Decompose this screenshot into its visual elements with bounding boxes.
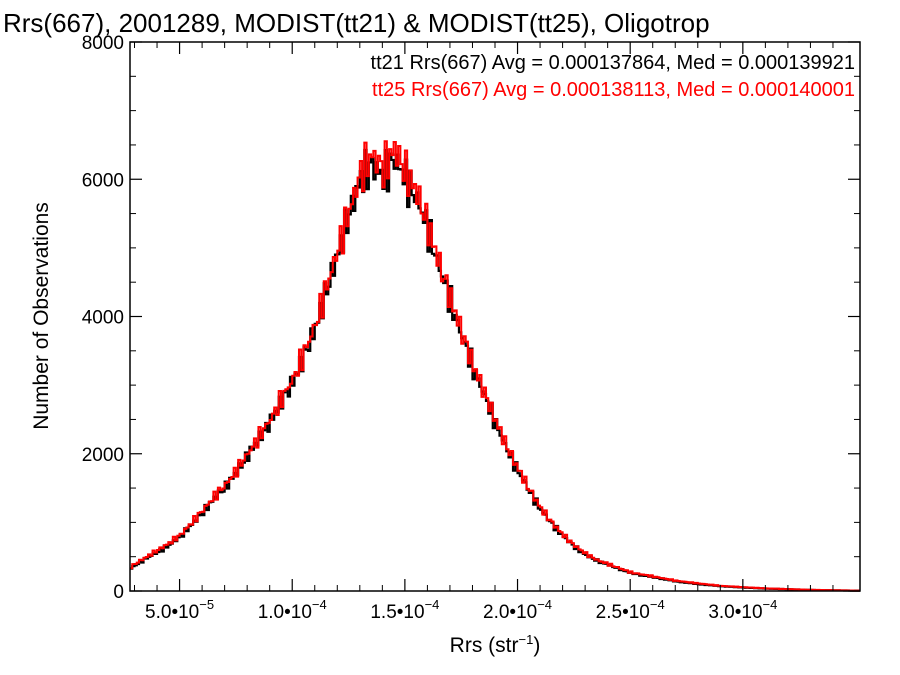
x-tick-mantissa: 2.5•10	[596, 602, 650, 623]
x-axis-label-exponent: −1	[519, 632, 534, 647]
legend-entry-tt21: tt21 Rrs(667) Avg = 0.000137864, Med = 0…	[371, 52, 855, 74]
x-axis-label: Rrs (str−1)	[450, 632, 541, 657]
x-tick-label: 3.0•10−4	[708, 597, 777, 623]
series-tt21	[130, 148, 860, 592]
x-tick-label: 5.0•10−5	[145, 597, 214, 623]
y-tick-label: 4000	[82, 308, 124, 329]
y-tick-label: 8000	[82, 33, 124, 54]
x-tick-mantissa: 2.0•10	[483, 602, 537, 623]
x-tick-mantissa: 1.0•10	[258, 602, 312, 623]
y-tick-label: 6000	[82, 170, 124, 191]
x-tick-label: 2.5•10−4	[596, 597, 665, 623]
x-tick-exponent: −5	[199, 597, 214, 612]
x-tick-label: 1.0•10−4	[258, 597, 327, 623]
chart-title: Rrs(667), 2001289, MODIST(tt21) & MODIST…	[3, 8, 710, 38]
x-tick-exponent: −4	[650, 597, 665, 612]
x-tick-exponent: −4	[312, 597, 327, 612]
x-tick-mantissa: 3.0•10	[708, 602, 762, 623]
x-axis-label-close: )	[533, 634, 540, 657]
legend-entry-tt25: tt25 Rrs(667) Avg = 0.000138113, Med = 0…	[372, 79, 855, 101]
series-layer	[130, 140, 860, 592]
x-tick-exponent: −4	[537, 597, 552, 612]
y-tick-label: 0	[113, 582, 124, 603]
y-tick-label: 2000	[82, 445, 124, 466]
x-tick-label: 2.0•10−4	[483, 597, 552, 623]
plot-frame	[129, 41, 861, 592]
x-tick-exponent: −4	[425, 597, 440, 612]
series-tt25	[130, 140, 860, 592]
x-tick-label: 1.5•10−4	[370, 597, 439, 623]
y-axis-label: Number of Observations	[30, 202, 53, 430]
x-tick-exponent: −4	[763, 597, 778, 612]
x-tick-mantissa: 1.5•10	[370, 602, 424, 623]
x-axis-label-base: Rrs (str	[450, 634, 519, 657]
x-tick-mantissa: 5.0•10	[145, 602, 199, 623]
